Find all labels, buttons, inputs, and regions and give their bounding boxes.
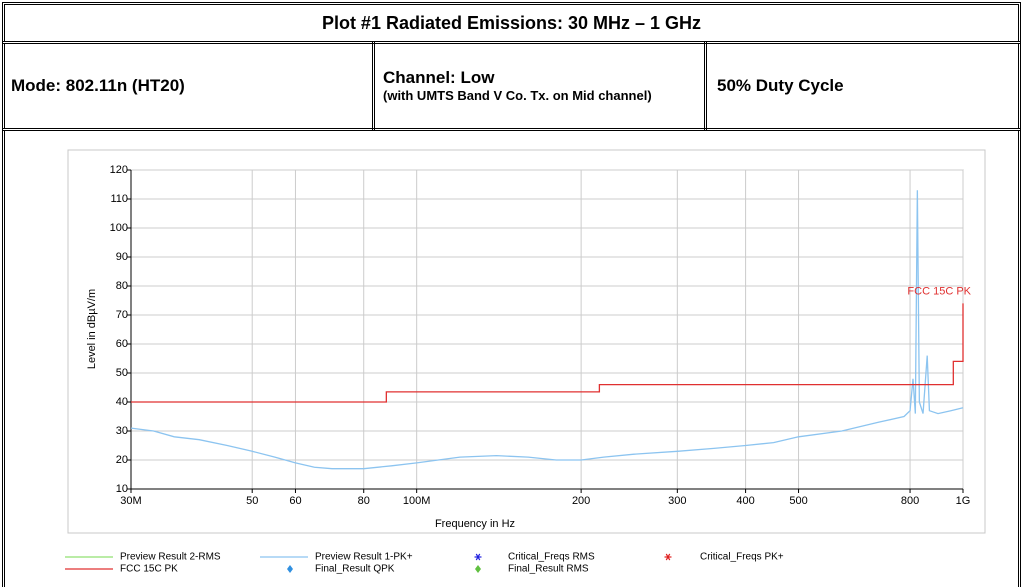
mode: Mode: 802.11n (HT20) <box>11 76 185 95</box>
title: Plot #1 Radiated Emissions: 30 MHz – 1 G… <box>321 12 702 33</box>
y-tick-label: 100 <box>110 222 128 234</box>
y-tick-label: 40 <box>116 396 128 408</box>
x-tick-label: 200 <box>572 495 590 507</box>
x-tick-label: 50 <box>246 495 258 507</box>
legend-label: Critical_Freqs RMS <box>508 552 595 563</box>
y-tick-label: 50 <box>116 367 128 379</box>
channel-note: (with UMTS Band V Co. Tx. on Mid channel… <box>383 88 652 103</box>
x-tick-label: 400 <box>736 495 754 507</box>
legend-label: Critical_Freqs PK+ <box>700 552 784 563</box>
y-tick-label: 30 <box>116 425 128 437</box>
x-tick-label: 80 <box>358 495 370 507</box>
duty: 50% Duty Cycle <box>717 76 844 95</box>
legend-label: Preview Result 1-PK+ <box>315 552 413 563</box>
x-tick-label: 60 <box>289 495 301 507</box>
y-tick-label: 10 <box>116 483 128 495</box>
y-axis-label: Level in dBµV/m <box>86 289 98 369</box>
y-tick-label: 80 <box>116 280 128 292</box>
x-axis-label: Frequency in Hz <box>435 518 515 530</box>
x-tick-label: 300 <box>668 495 686 507</box>
y-tick-label: 90 <box>116 251 128 263</box>
x-tick-label: 1G <box>956 495 971 507</box>
y-tick-label: 110 <box>110 193 128 205</box>
series-line <box>131 303 964 403</box>
legend-label: Preview Result 2-RMS <box>120 552 221 563</box>
y-tick-label: 60 <box>116 338 128 350</box>
annotation: FCC 15C PK <box>907 286 971 298</box>
x-tick-label: 500 <box>789 495 807 507</box>
plot-area <box>130 169 964 490</box>
legend-swatch <box>475 553 481 561</box>
legend-label: Final_Result QPK <box>315 564 395 575</box>
legend-label: FCC 15C PK <box>120 564 178 575</box>
legend-label: Final_Result RMS <box>508 564 589 575</box>
channel: Channel: Low <box>383 68 495 87</box>
legend-swatch <box>665 553 671 561</box>
series-line <box>130 190 964 470</box>
y-tick-label: 70 <box>116 309 128 321</box>
x-tick-label: 800 <box>901 495 919 507</box>
chart-cell <box>2 128 1021 587</box>
y-tick-label: 120 <box>110 164 128 176</box>
legend-swatch <box>287 565 293 573</box>
legend-swatch <box>475 565 481 573</box>
x-tick-label: 100M <box>403 495 431 507</box>
x-tick-label: 30M <box>120 495 141 507</box>
y-tick-label: 20 <box>116 454 128 466</box>
